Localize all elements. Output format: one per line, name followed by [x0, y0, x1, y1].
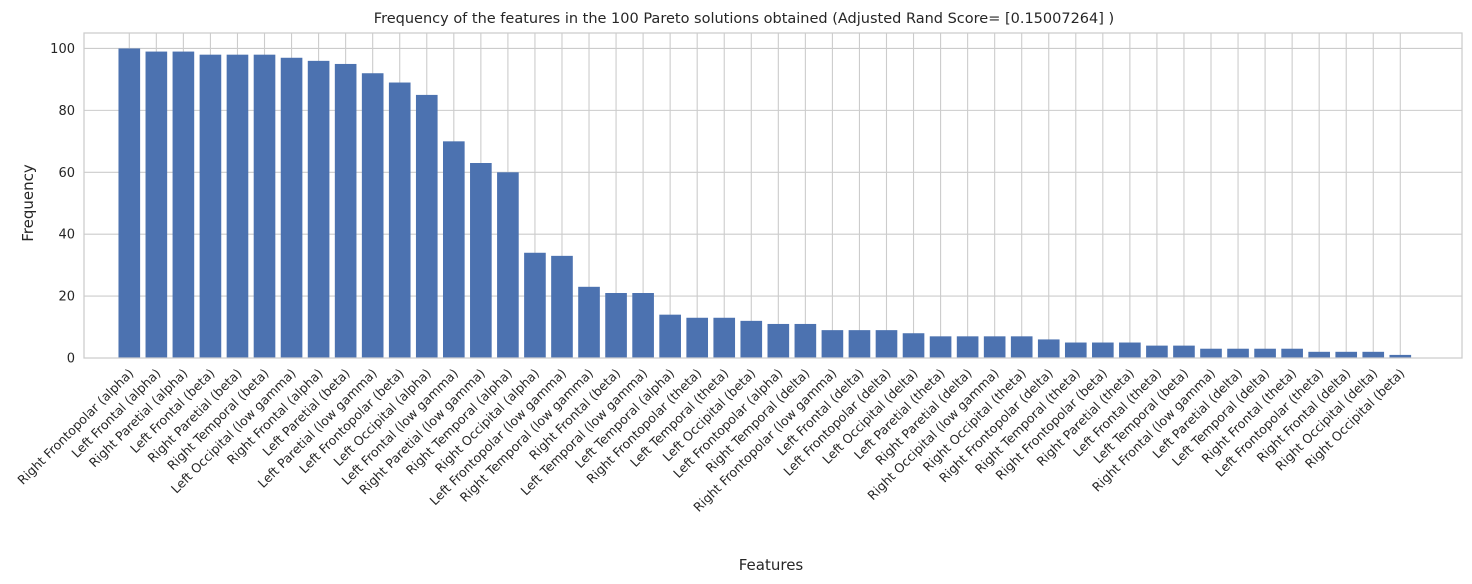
bar	[415, 94, 438, 359]
bar	[1281, 348, 1303, 358]
bar	[442, 141, 465, 358]
bar	[145, 51, 168, 358]
y-tick-label: 20	[58, 290, 75, 305]
bar	[524, 252, 546, 358]
bar	[767, 323, 790, 358]
bar	[1308, 351, 1330, 358]
bar	[280, 57, 303, 359]
bar	[875, 330, 898, 358]
bar	[1064, 342, 1087, 358]
bar	[497, 172, 519, 358]
bars	[118, 48, 1412, 359]
y-axis-label: Frequency	[19, 164, 37, 242]
bar	[1119, 342, 1141, 358]
bar	[470, 163, 492, 358]
bar	[388, 82, 411, 359]
y-tick-label: 80	[58, 104, 75, 119]
bar	[686, 317, 709, 358]
bar	[334, 63, 357, 358]
y-tick-label: 100	[50, 42, 75, 57]
x-tick-labels: Right Frontopolar (alpha)Left Frontal (a…	[14, 366, 1407, 515]
y-tick-label: 40	[58, 228, 75, 243]
bar	[929, 336, 952, 358]
y-tick-labels: 0 20 40 60 80 100	[50, 42, 75, 367]
bar	[1362, 351, 1385, 358]
bar	[1037, 339, 1060, 358]
bar	[1227, 348, 1249, 358]
bar	[1200, 348, 1222, 358]
bar	[1173, 345, 1195, 358]
bar	[361, 73, 384, 358]
bar	[848, 330, 871, 358]
bar	[1335, 351, 1358, 358]
bar	[1010, 336, 1033, 358]
bar	[1389, 354, 1412, 358]
bar	[578, 286, 600, 358]
bar	[956, 336, 979, 358]
y-tick-label: 0	[67, 352, 75, 367]
bar	[1092, 342, 1114, 358]
bar	[902, 333, 925, 358]
bar	[307, 60, 330, 358]
bar	[1146, 345, 1168, 358]
bar	[821, 330, 844, 358]
bar	[713, 317, 736, 358]
y-tick-label: 60	[58, 166, 75, 181]
bar	[172, 51, 195, 358]
bar	[983, 336, 1006, 358]
bar	[118, 48, 141, 358]
bar	[551, 255, 573, 358]
chart-title: Frequency of the features in the 100 Par…	[374, 11, 1114, 27]
bar	[253, 54, 276, 359]
bar	[632, 293, 654, 358]
bar	[226, 54, 249, 359]
bar	[605, 293, 627, 358]
x-axis-label: Features	[739, 556, 804, 574]
bar	[199, 54, 222, 359]
bar	[1254, 348, 1276, 358]
bar	[659, 314, 681, 358]
bar	[794, 323, 817, 358]
plot-frame	[83, 32, 1463, 359]
bar	[740, 320, 763, 358]
